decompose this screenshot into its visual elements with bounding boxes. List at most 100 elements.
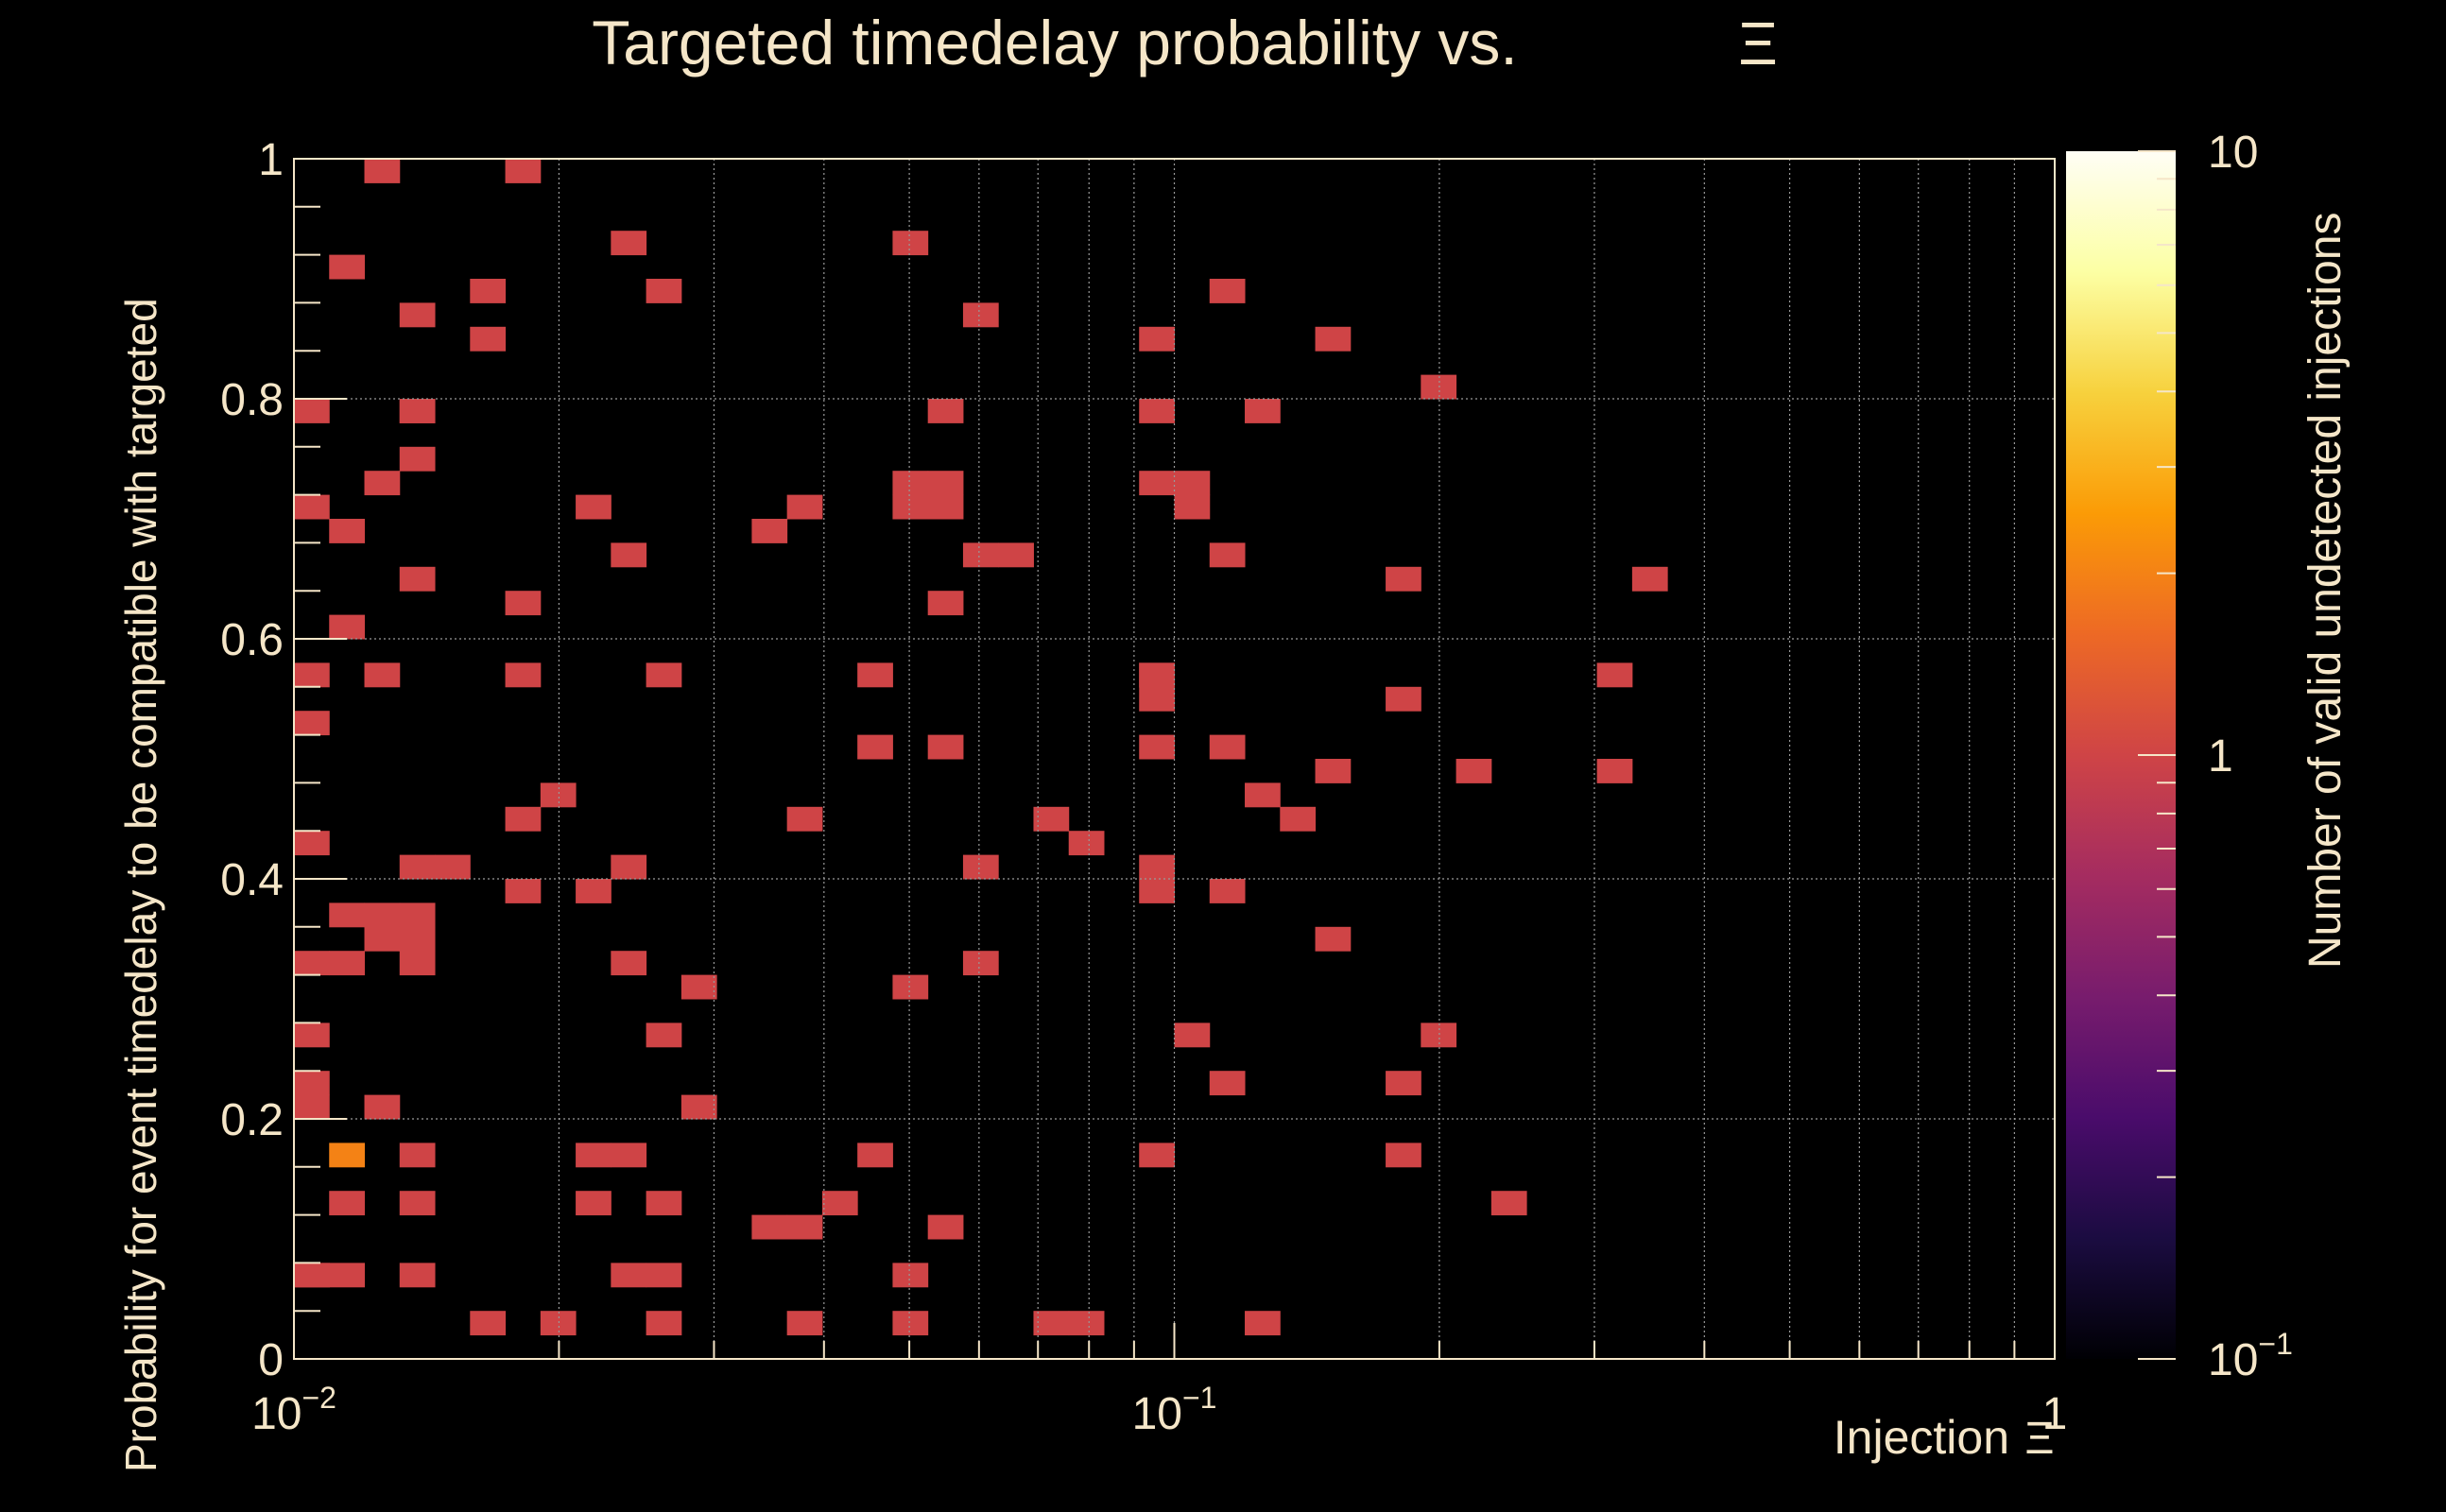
heatmap-cell	[1315, 759, 1352, 783]
heatmap-cell	[611, 854, 647, 880]
heatmap-cell	[399, 902, 436, 928]
heatmap-cell	[892, 231, 929, 256]
heatmap-cell	[680, 974, 717, 1000]
heatmap-cell	[962, 302, 999, 328]
heatmap-cell	[1139, 662, 1175, 688]
y-tick-label: 1	[258, 135, 284, 185]
heatmap-cell	[927, 591, 964, 616]
heatmap-cell	[1209, 1071, 1246, 1096]
heatmap-cell	[576, 879, 612, 903]
heatmap-cell	[1033, 806, 1070, 832]
heatmap-cell	[927, 471, 964, 496]
heatmap-cell	[927, 734, 964, 760]
heatmap-cell	[294, 951, 330, 976]
heatmap-cell	[329, 614, 366, 640]
heatmap-cell	[364, 159, 401, 183]
heatmap-cell	[821, 1191, 858, 1216]
chart-title-text: Targeted timedelay probability vs.	[592, 8, 1518, 77]
heatmap-cell	[892, 1311, 929, 1336]
colorbar-ticks: 10−1 1 10	[2138, 128, 2293, 1385]
heatmap-cell	[1139, 326, 1175, 352]
heatmap-cell	[646, 1311, 682, 1336]
colorbar: 10−1 1 10 Number of valid undetected injec…	[2066, 128, 2351, 1385]
heatmap-cell	[1139, 734, 1175, 760]
x-tick-label: 10−1	[1132, 1381, 1217, 1439]
heatmap-cell	[1174, 494, 1211, 520]
heatmap-cell	[786, 494, 823, 520]
heatmap-cell	[1139, 471, 1175, 496]
heatmap-cell	[294, 399, 330, 423]
colorbar-label: Number of valid undetected injections	[2300, 213, 2351, 969]
heatmap-cell	[611, 951, 647, 976]
heatmap-cell	[892, 974, 929, 1000]
plot-area: 10−2 10−1 1 0 0.2 0.4 0.6 0.8 1	[220, 135, 2067, 1439]
heatmap-cell	[435, 854, 471, 880]
heatmap-cell	[294, 662, 330, 688]
x-axis-title: Injection Ξ	[1834, 1411, 2055, 1464]
heatmap-cell	[329, 902, 366, 928]
heatmap-cell	[611, 1143, 647, 1168]
heatmap-cell	[927, 1214, 964, 1240]
heatmap-cell	[998, 542, 1034, 568]
y-tick-label: 0.4	[220, 855, 284, 905]
heatmap-cell	[1068, 831, 1105, 856]
heatmap-cell	[962, 542, 999, 568]
heatmap-cell	[576, 1191, 612, 1216]
heatmap-cell	[399, 302, 436, 328]
heatmap-cell	[505, 159, 542, 183]
heatmap-cell	[329, 1263, 366, 1288]
heatmap-cell	[611, 231, 647, 256]
y-axis-label: Probability for event timedelay to be co…	[116, 298, 165, 1472]
heatmap-cell	[751, 519, 788, 543]
heatmap-cell	[399, 446, 436, 472]
heatmap-cell	[1139, 854, 1175, 880]
heatmap-cell	[1596, 759, 1633, 783]
heatmap-cell	[857, 734, 893, 760]
heatmap-cell	[294, 711, 330, 736]
heatmap-cell	[540, 782, 577, 808]
heatmap-cell	[1386, 566, 1421, 592]
heatmap-cell	[646, 662, 682, 688]
heatmap-cell	[399, 926, 436, 952]
heatmap-cell	[857, 662, 893, 688]
y-tick-label: 0	[258, 1335, 284, 1385]
heatmap-cell	[611, 542, 647, 568]
heatmap-cell	[329, 519, 366, 543]
heatmap-cell	[786, 1214, 823, 1240]
heatmap-cell	[470, 279, 507, 303]
heatmap-cell	[1245, 399, 1281, 423]
heatmap-cell	[576, 494, 612, 520]
y-tick-label: 0.6	[220, 615, 284, 665]
heatmap-cell	[1174, 1022, 1211, 1048]
heatmap-cell	[1631, 566, 1668, 592]
heatmap-cell	[786, 1311, 823, 1336]
heatmap-cell	[329, 951, 366, 976]
heatmap-cell	[399, 1143, 436, 1168]
chart-title: Targeted timedelay probability vs. Ξ	[592, 8, 1778, 77]
heatmap-cell	[399, 566, 436, 592]
heatmap-cell	[646, 279, 682, 303]
heatmap-cell	[1033, 1311, 1070, 1336]
y-tick-label: 0.2	[220, 1095, 284, 1145]
x-tick-label: 1	[2042, 1389, 2068, 1439]
heatmap-cell	[1139, 1143, 1175, 1168]
heatmap-cell	[680, 1094, 717, 1120]
heatmap-cell	[1139, 686, 1175, 712]
heatmap-cell	[294, 1094, 330, 1120]
heatmap-cell	[329, 1191, 366, 1216]
heatmap-cell	[1596, 662, 1633, 688]
heatmap-cell	[786, 806, 823, 832]
heatmap-cell	[470, 1311, 507, 1336]
heatmap-cell	[646, 1022, 682, 1048]
heatmap-cell	[1386, 686, 1421, 712]
heatmap-cell	[294, 1263, 330, 1288]
x-axis-ticks: 10−2 10−1 1	[251, 1323, 2067, 1439]
heatmap-cell	[364, 926, 401, 952]
heatmap-cell	[399, 854, 436, 880]
heatmap-cell	[857, 1143, 893, 1168]
x-axis-symbol: Ξ	[2024, 1414, 2054, 1464]
heatmap-cell	[962, 854, 999, 880]
heatmap-cell	[892, 494, 929, 520]
heatmap-cell	[505, 591, 542, 616]
